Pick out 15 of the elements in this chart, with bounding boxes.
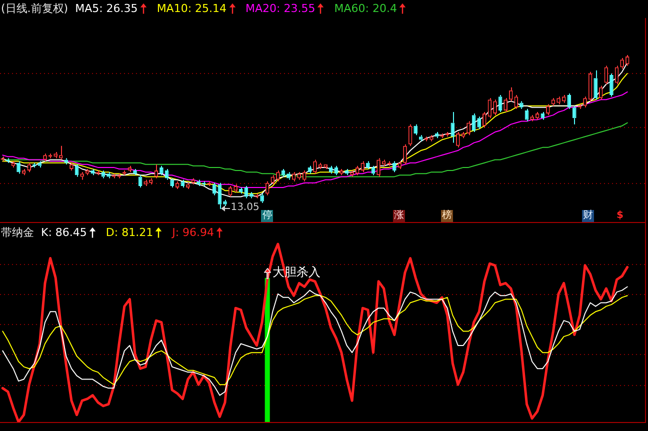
text: MA20: 23.55 xyxy=(246,1,316,17)
text: 财 xyxy=(582,210,594,222)
chart-title: (日线.前复权) xyxy=(1,1,68,17)
text: 涨 xyxy=(393,210,406,222)
legend-label: K: 86.45 xyxy=(41,225,87,241)
chart-title: 带纳金 xyxy=(1,225,34,241)
legend-label: J: 96.94 xyxy=(172,225,214,241)
text: MA10: 25.14 xyxy=(156,1,227,17)
text: MA60: 20.4 xyxy=(334,1,397,17)
text: 榜 xyxy=(440,210,453,222)
text: $ xyxy=(615,210,624,222)
text: MA5: 26.35 xyxy=(75,1,138,17)
text: 停 xyxy=(261,210,274,222)
annotation: 13.05 xyxy=(230,202,260,214)
legend-label: D: 81.21 xyxy=(106,225,154,241)
